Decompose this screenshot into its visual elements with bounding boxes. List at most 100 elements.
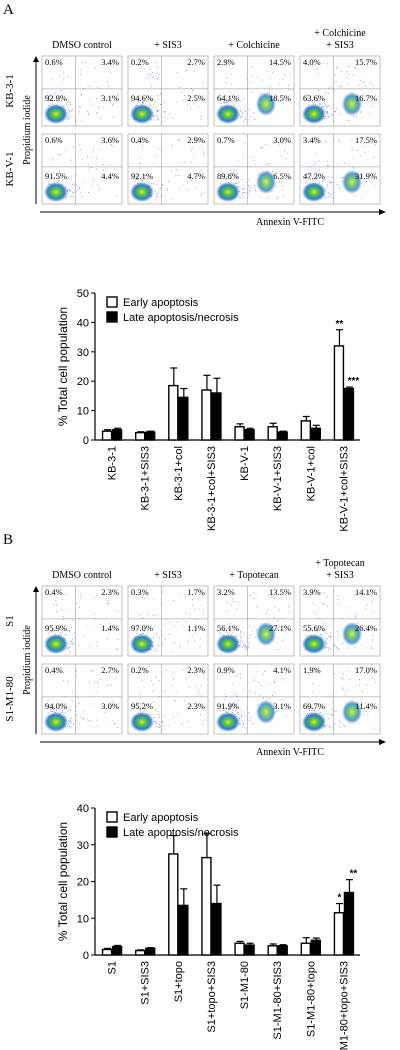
event-dot: [156, 66, 158, 68]
event-dot: [313, 175, 315, 177]
event-dot: [82, 711, 84, 713]
event-dot: [224, 95, 226, 96]
event-dot: [51, 158, 53, 160]
event-dot: [173, 671, 175, 673]
event-dot: [315, 171, 317, 173]
event-dot: [64, 712, 66, 714]
event-dot: [116, 610, 118, 612]
event-dot: [332, 197, 333, 199]
event-dot: [67, 726, 69, 728]
event-dot: [179, 646, 181, 648]
column-header: + SIS3: [154, 40, 182, 51]
event-dot: [319, 160, 321, 162]
event-dot: [156, 72, 158, 74]
density-blob: [216, 104, 240, 124]
quadrant-percent: 3.0%: [101, 701, 119, 711]
event-dot: [329, 726, 331, 728]
event-dot: [259, 196, 261, 198]
event-dot: [289, 610, 290, 612]
event-dot: [164, 691, 166, 693]
event-dot: [137, 707, 139, 709]
event-dot: [226, 631, 227, 633]
event-dot: [222, 629, 224, 631]
column-header: DMSO control: [52, 40, 112, 51]
event-dot: [152, 615, 154, 616]
event-dot: [134, 181, 136, 183]
event-dot: [76, 174, 78, 175]
event-dot: [79, 187, 81, 189]
event-dot: [219, 632, 221, 634]
event-dot: [52, 708, 54, 710]
event-dot: [344, 694, 346, 696]
event-dot: [114, 101, 116, 103]
x-tick-label: KB-3-1: [107, 446, 119, 480]
event-dot: [225, 102, 227, 104]
density-blob: [256, 622, 276, 646]
event-dot: [96, 158, 98, 160]
event-dot: [76, 184, 77, 186]
event-dot: [252, 76, 253, 78]
significance-mark: ***: [348, 376, 360, 387]
event-dot: [191, 150, 193, 152]
event-dot: [282, 617, 284, 619]
event-dot: [160, 726, 161, 728]
event-dot: [306, 180, 308, 182]
bar: [343, 891, 355, 956]
event-dot: [331, 709, 333, 710]
event-dot: [148, 74, 150, 76]
event-dot: [152, 98, 154, 100]
event-dot: [191, 635, 193, 637]
event-dot: [155, 199, 156, 201]
event-dot: [227, 593, 229, 595]
event-dot: [375, 144, 377, 146]
event-dot: [168, 633, 170, 635]
event-dot: [51, 709, 52, 711]
event-dot: [102, 106, 104, 108]
legend-swatch: [106, 826, 118, 838]
event-dot: [319, 102, 321, 104]
event-dot: [48, 699, 50, 701]
event-dot: [48, 100, 49, 102]
event-dot: [59, 170, 61, 172]
event-dot: [153, 647, 155, 649]
event-dot: [313, 164, 315, 166]
event-dot: [195, 685, 197, 687]
event-dot: [203, 155, 205, 157]
x-tick-label: S1+topo+SIS3: [206, 961, 218, 1033]
event-dot: [192, 599, 194, 601]
event-dot: [312, 711, 314, 713]
event-dot: [310, 175, 312, 177]
event-dot: [72, 192, 74, 194]
event-dot: [80, 93, 82, 95]
event-dot: [112, 626, 114, 628]
event-dot: [152, 690, 154, 692]
event-dot: [146, 703, 148, 705]
event-dot: [242, 98, 244, 100]
event-dot: [110, 144, 112, 145]
event-dot: [202, 81, 204, 83]
event-dot: [312, 178, 314, 180]
event-dot: [179, 187, 181, 189]
flow-plot: 3.2% 13.5% 56.1% 27.1%: [213, 585, 295, 657]
event-dot: [317, 90, 319, 92]
event-dot: [308, 177, 310, 179]
event-dot: [284, 626, 286, 628]
event-dot: [328, 649, 330, 650]
bar: [343, 387, 355, 441]
event-dot: [83, 181, 85, 183]
event-dot: [77, 113, 79, 115]
event-dot: [159, 727, 161, 729]
event-dot: [51, 630, 52, 632]
event-dot: [189, 175, 191, 176]
x-tick-label: S1: [107, 961, 119, 974]
event-dot: [264, 671, 266, 672]
event-dot: [77, 725, 79, 727]
event-dot: [274, 691, 275, 693]
event-dot: [375, 681, 376, 683]
quadrant-percent: 3.6%: [101, 135, 119, 145]
event-dot: [242, 646, 244, 648]
event-dot: [153, 103, 155, 105]
event-dot: [186, 621, 188, 623]
event-dot: [138, 163, 140, 165]
event-dot: [150, 73, 152, 75]
